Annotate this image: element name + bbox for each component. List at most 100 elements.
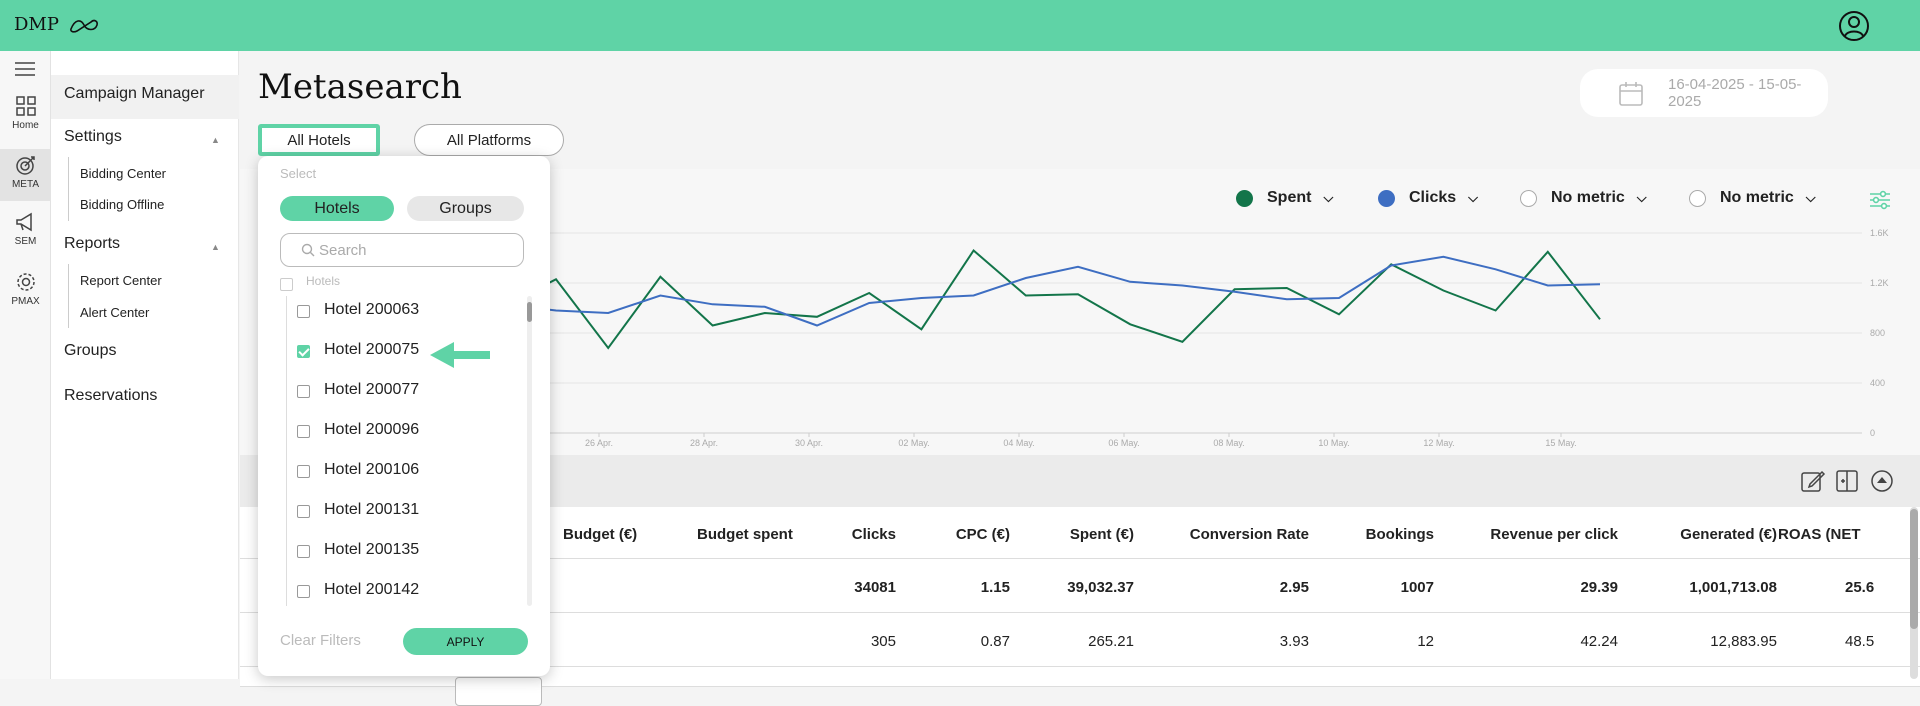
nav-settings[interactable]: Settings	[64, 128, 122, 145]
column-header[interactable]: ROAS (NET	[1778, 526, 1861, 543]
nav-bidding-offline[interactable]: Bidding Offline	[80, 197, 165, 212]
legend-dot	[1689, 189, 1706, 207]
calendar-icon	[1619, 82, 1643, 106]
scrollbar-thumb[interactable]	[527, 302, 532, 322]
date-range-picker[interactable]: 16-04-2025 - 15-05-2025	[1580, 69, 1828, 117]
column-header[interactable]: Bookings	[1365, 526, 1434, 543]
hotel-option[interactable]: Hotel 200096	[324, 421, 420, 438]
side-navigation: Campaign Manager Settings ▲ Bidding Cent…	[51, 51, 239, 679]
hotel-option[interactable]: Hotel 200063	[324, 301, 420, 318]
logo[interactable]: DMP	[14, 14, 101, 35]
hotel-option[interactable]: Hotel 200142	[324, 581, 420, 598]
hotel-checkbox[interactable]	[297, 345, 310, 358]
hotel-checkbox[interactable]	[297, 585, 310, 598]
table-cell: 1,001,713.08	[1689, 579, 1777, 596]
nav-groups[interactable]: Groups	[64, 342, 117, 359]
clear-filters-button[interactable]: Clear Filters	[280, 632, 361, 649]
tab-groups[interactable]: Groups	[407, 196, 524, 221]
legend-item-no-metric-2[interactable]: No metric ⌵	[1689, 189, 1816, 207]
x-tick-label: 08 May.	[1213, 438, 1244, 448]
legend-item-spent[interactable]: Spent ⌵	[1236, 189, 1333, 207]
rail-item-sem[interactable]: SEM	[0, 211, 51, 261]
nav-reservations[interactable]: Reservations	[64, 387, 158, 404]
rail-label: PMAX	[11, 296, 40, 307]
legend-label: No metric	[1551, 189, 1625, 206]
legend-item-clicks[interactable]: Clicks ⌵	[1378, 189, 1478, 207]
legend-label: No metric	[1720, 189, 1794, 206]
x-tick-label: 15 May.	[1545, 438, 1576, 448]
rail-label: META	[11, 179, 40, 190]
y-tick-label: 0	[1870, 428, 1875, 438]
nav-selection-highlight	[51, 75, 239, 119]
legend-item-no-metric-1[interactable]: No metric ⌵	[1520, 189, 1647, 207]
table-cell: 1007	[1400, 579, 1434, 596]
column-header[interactable]: Clicks	[851, 526, 896, 543]
y-tick-label: 400	[1870, 378, 1885, 388]
table-cell: 265.21	[1088, 633, 1134, 650]
chevron-down-icon: ⌵	[1468, 190, 1478, 205]
table-cell: 25.6	[1845, 579, 1875, 596]
select-all-checkbox[interactable]	[280, 278, 293, 291]
nav-alert-center[interactable]: Alert Center	[80, 305, 150, 320]
column-header[interactable]: Generated (€)	[1680, 526, 1777, 543]
x-tick-label: 06 May.	[1108, 438, 1139, 448]
hotel-option[interactable]: Hotel 200106	[324, 461, 420, 478]
hotel-option[interactable]: Hotel 200077	[324, 381, 420, 398]
column-header[interactable]: Spent (€)	[1069, 526, 1134, 543]
collapse-up-icon[interactable]	[1869, 468, 1895, 494]
column-header[interactable]: Revenue per click	[1490, 526, 1618, 543]
collapse-caret-icon[interactable]: ▲	[211, 242, 220, 252]
column-header[interactable]: Budget (€)	[563, 526, 638, 543]
hotel-checkbox[interactable]	[297, 465, 310, 478]
rail-label: SEM	[14, 236, 37, 247]
table-scrollbar[interactable]	[1910, 507, 1918, 679]
chevron-down-icon: ⌵	[1805, 190, 1816, 205]
date-range-text: 16-04-2025 - 15-05-2025	[1668, 76, 1802, 110]
nav-divider	[68, 264, 69, 328]
hotel-option[interactable]: Hotel 200131	[324, 501, 420, 518]
nav-bidding-center[interactable]: Bidding Center	[80, 166, 166, 181]
column-header[interactable]: Conversion Rate	[1189, 526, 1309, 543]
legend-dot	[1378, 189, 1395, 207]
table-cell: 39,032.37	[1067, 579, 1134, 596]
apply-button[interactable]: APPLY	[403, 628, 528, 655]
edit-icon[interactable]	[1800, 468, 1826, 494]
chart-settings-sliders-icon[interactable]	[1869, 190, 1891, 210]
table-cell: 48.5	[1845, 633, 1875, 650]
dropdown-scrollbar[interactable]	[527, 296, 532, 606]
x-tick-label: 26 Apr.	[585, 438, 613, 448]
hamburger-menu-icon[interactable]	[15, 61, 35, 77]
rail-item-pmax[interactable]: PMAX	[0, 271, 51, 321]
table-cell: 1.15	[980, 579, 1010, 596]
all-platforms-filter[interactable]: All Platforms	[414, 124, 564, 156]
tab-hotels[interactable]: Hotels	[280, 196, 394, 221]
column-layout-icon[interactable]	[1834, 468, 1860, 494]
collapse-caret-icon[interactable]: ▲	[211, 135, 220, 145]
rail-item-meta[interactable]: META	[0, 149, 51, 201]
hotels-group-label: Hotels	[306, 274, 341, 288]
hotel-option[interactable]: Hotel 200135	[324, 541, 420, 558]
x-tick-label: 30 Apr.	[795, 438, 823, 448]
user-account-icon[interactable]	[1838, 10, 1870, 42]
hotel-option[interactable]: Hotel 200075	[324, 341, 420, 358]
hotel-checkbox[interactable]	[297, 305, 310, 318]
nav-report-center[interactable]: Report Center	[80, 273, 162, 288]
hotel-checkbox[interactable]	[297, 385, 310, 398]
column-header[interactable]: CPC (€)	[955, 526, 1010, 543]
hotel-checkbox[interactable]	[297, 545, 310, 558]
hotel-checkbox[interactable]	[297, 505, 310, 518]
scrollbar-thumb[interactable]	[1910, 509, 1918, 629]
hotel-filter-dropdown: Select Hotels Groups Search Hotels Hotel…	[258, 156, 550, 676]
nav-divider	[68, 157, 69, 221]
hotel-checkbox[interactable]	[297, 425, 310, 438]
hotel-search-input[interactable]: Search	[280, 233, 524, 267]
all-hotels-filter[interactable]: All Hotels	[258, 124, 380, 156]
budget-input[interactable]	[455, 677, 542, 706]
legend-label: Spent	[1267, 189, 1312, 206]
nav-campaign-manager[interactable]: Campaign Manager	[64, 85, 205, 102]
logo-text: DMP	[14, 14, 59, 35]
x-tick-label: 10 May.	[1318, 438, 1349, 448]
rail-item-home[interactable]: Home	[0, 95, 51, 145]
column-header[interactable]: Budget spent	[697, 526, 793, 543]
nav-reports[interactable]: Reports	[64, 235, 121, 252]
